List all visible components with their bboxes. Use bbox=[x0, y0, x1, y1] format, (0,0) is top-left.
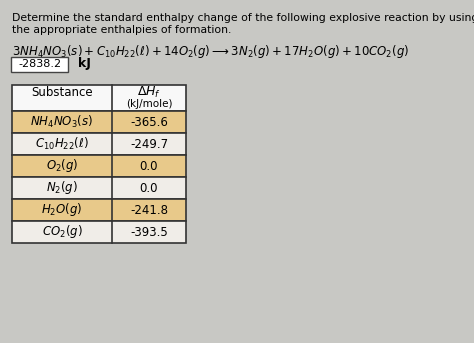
Text: 0.0: 0.0 bbox=[140, 181, 158, 194]
FancyBboxPatch shape bbox=[11, 57, 69, 71]
Text: -241.8: -241.8 bbox=[130, 203, 168, 216]
Text: Substance: Substance bbox=[31, 86, 93, 99]
Text: Determine the standard enthalpy change of the following explosive reaction by us: Determine the standard enthalpy change o… bbox=[12, 13, 474, 23]
Text: $3NH_4NO_3(s)+C_{10}H_{22}(\ell)+14O_2(g)\longrightarrow 3N_2(g)+17H_2O(g)+10CO_: $3NH_4NO_3(s)+C_{10}H_{22}(\ell)+14O_2(g… bbox=[12, 43, 409, 60]
Text: $\Delta H_f$: $\Delta H_f$ bbox=[137, 85, 161, 100]
Text: $C_{10}H_{22}(\ell)$: $C_{10}H_{22}(\ell)$ bbox=[35, 136, 89, 152]
FancyBboxPatch shape bbox=[12, 221, 186, 243]
Text: $CO_2(g)$: $CO_2(g)$ bbox=[42, 224, 82, 240]
Text: $NH_4NO_3(s)$: $NH_4NO_3(s)$ bbox=[30, 114, 93, 130]
FancyBboxPatch shape bbox=[12, 177, 186, 199]
Text: $H_2O(g)$: $H_2O(g)$ bbox=[41, 201, 82, 218]
Text: (kJ/mole): (kJ/mole) bbox=[126, 99, 172, 109]
Text: -2838.2: -2838.2 bbox=[18, 59, 62, 69]
Text: -393.5: -393.5 bbox=[130, 225, 168, 238]
FancyBboxPatch shape bbox=[12, 111, 186, 133]
Text: 0.0: 0.0 bbox=[140, 159, 158, 173]
Text: $N_2(g)$: $N_2(g)$ bbox=[46, 179, 78, 197]
FancyBboxPatch shape bbox=[12, 85, 186, 111]
Text: the appropriate enthalpies of formation.: the appropriate enthalpies of formation. bbox=[12, 25, 231, 35]
Text: -365.6: -365.6 bbox=[130, 116, 168, 129]
FancyBboxPatch shape bbox=[12, 133, 186, 155]
Text: -249.7: -249.7 bbox=[130, 138, 168, 151]
FancyBboxPatch shape bbox=[12, 199, 186, 221]
Text: kJ: kJ bbox=[78, 58, 91, 71]
Text: $O_2(g)$: $O_2(g)$ bbox=[46, 157, 78, 175]
FancyBboxPatch shape bbox=[12, 155, 186, 177]
